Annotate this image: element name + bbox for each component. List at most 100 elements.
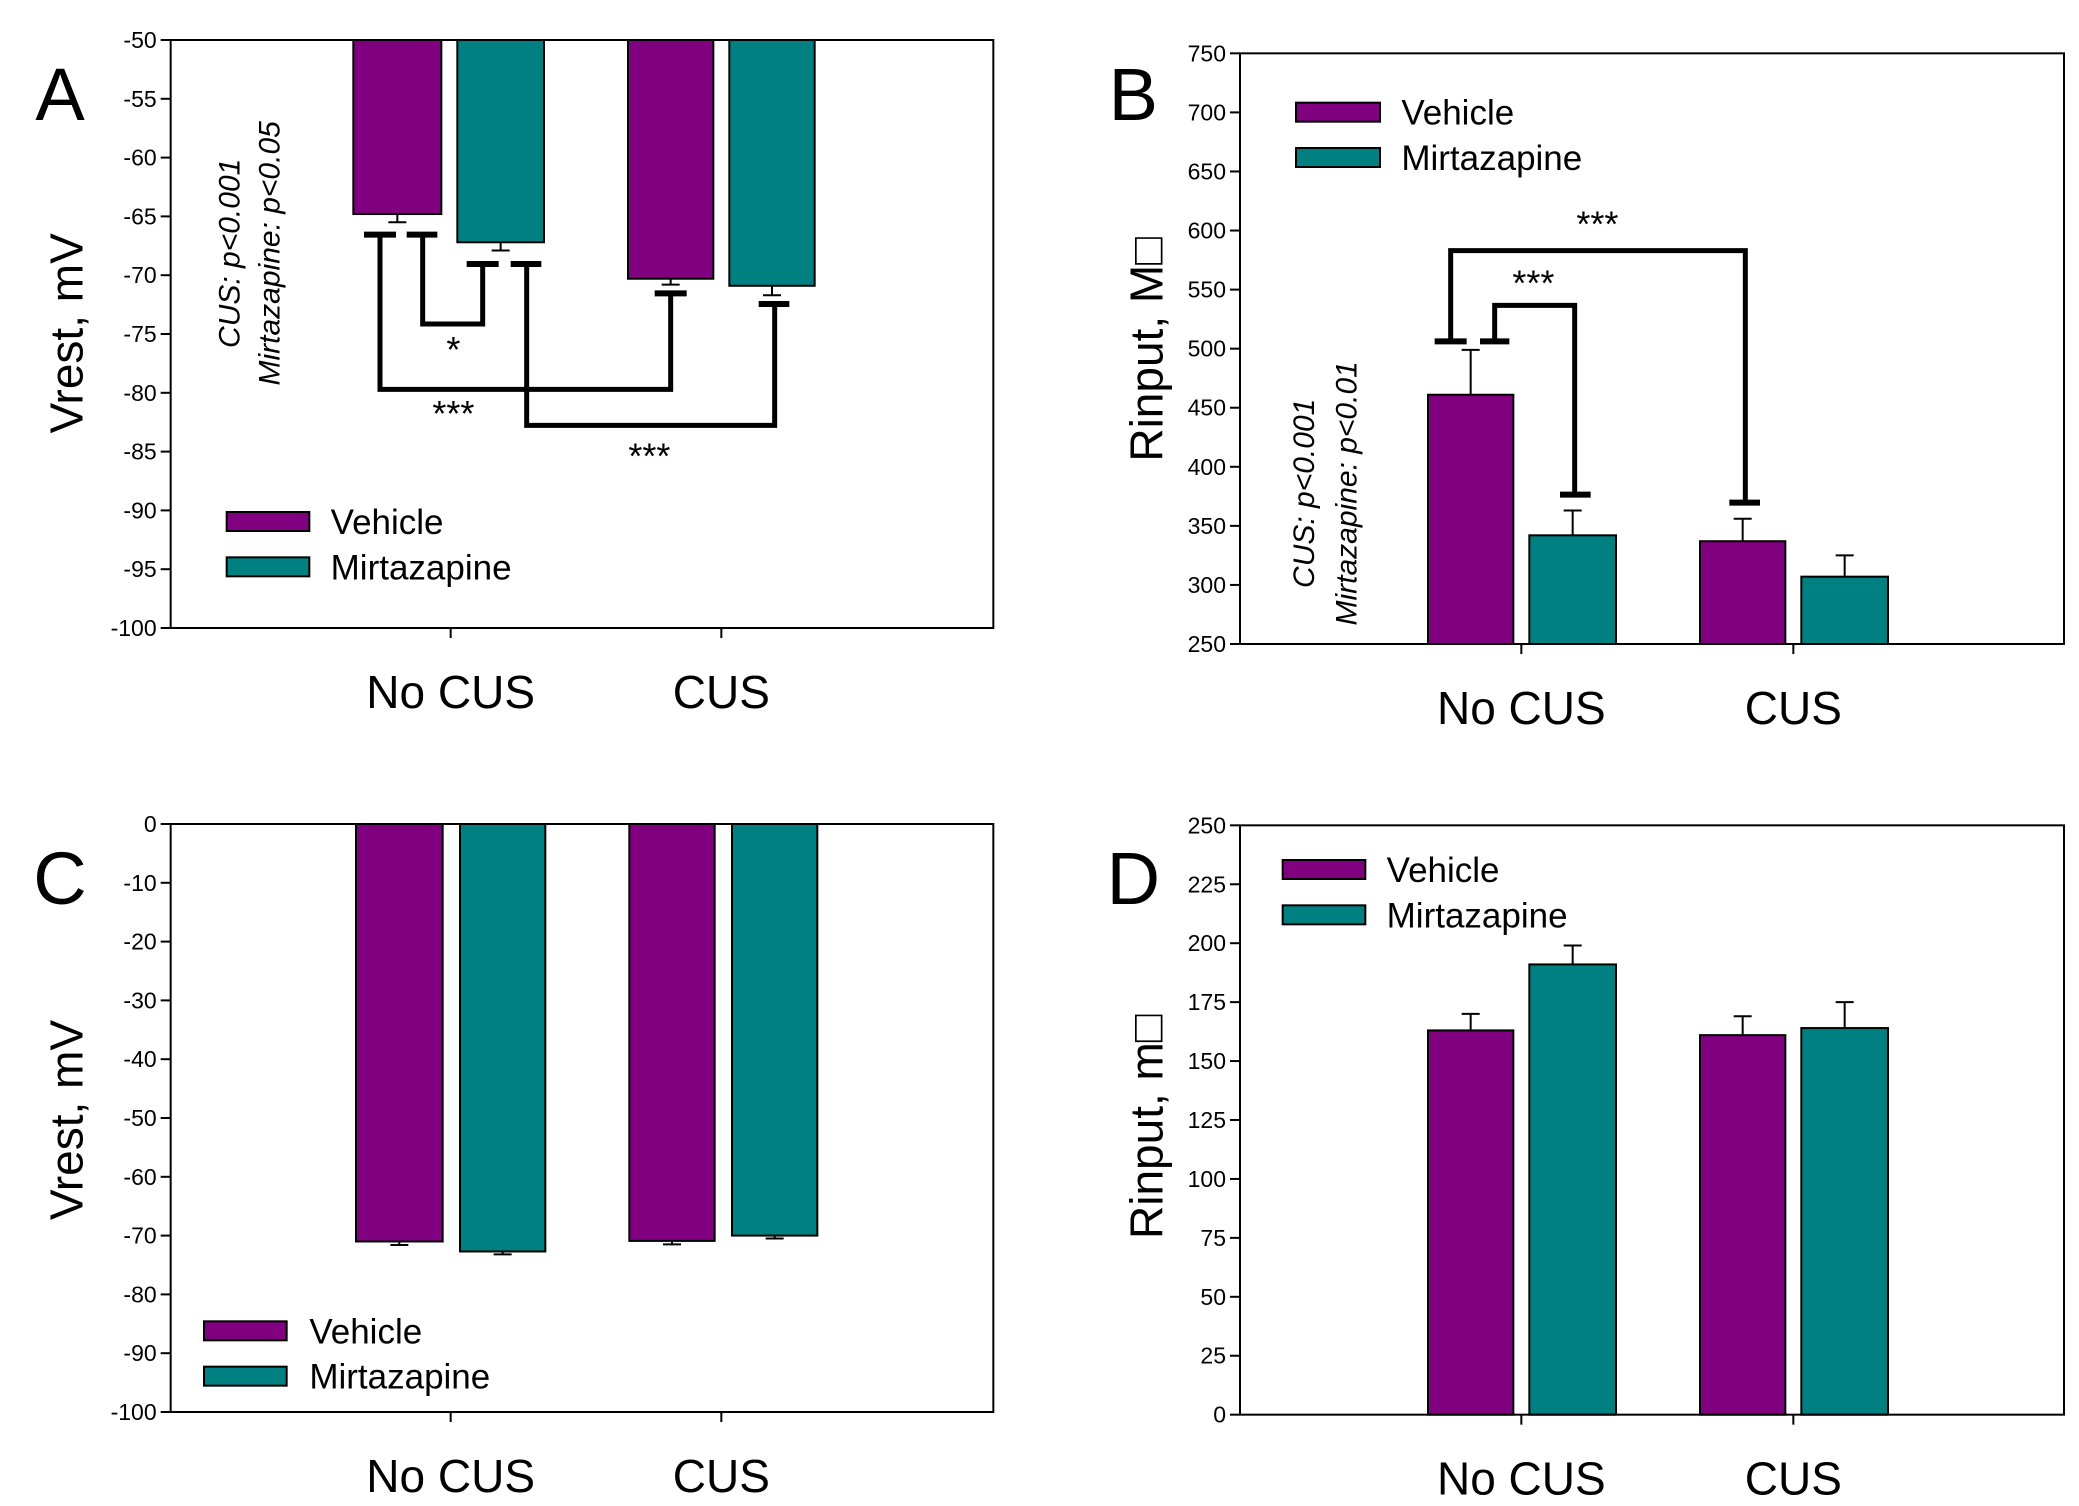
y-tick-label: 250 <box>1188 631 1226 657</box>
y-tick-label: -95 <box>123 556 156 582</box>
x-tick-label: No CUS <box>1437 682 1606 734</box>
y-tick-label: -90 <box>123 497 156 523</box>
y-axis-label: Vrest, mV <box>41 1020 93 1221</box>
legend-label: Vehicle <box>1401 94 1514 133</box>
x-tick-label: CUS <box>1745 1453 1842 1505</box>
y-tick-label: 225 <box>1188 871 1226 897</box>
bar-vehicle-cus <box>1699 1034 1787 1416</box>
y-tick-label: 25 <box>1200 1343 1226 1369</box>
bar-mirtazapine-no-cus <box>459 823 547 1253</box>
bar-vehicle-cus <box>628 823 716 1242</box>
bracket-a-nocus: * <box>406 231 499 370</box>
legend-swatch-vehicle <box>203 1320 288 1342</box>
y-tick-label: 0 <box>144 811 157 837</box>
x-tick-label: No CUS <box>1437 1453 1606 1505</box>
bar-mirtazapine-no-cus <box>1528 534 1618 645</box>
x-tick-label: No CUS <box>366 1450 535 1502</box>
y-tick-label: 550 <box>1188 277 1226 303</box>
bar-mirtazapine-no-cus <box>1528 963 1618 1416</box>
y-tick-label: 650 <box>1188 158 1226 184</box>
y-tick-label: -65 <box>123 203 156 229</box>
panel-letter: B <box>1109 53 1158 136</box>
y-tick-label: -80 <box>123 1281 156 1307</box>
panel-d: D Rinput, m□ 0 25 50 75 100 125 150 175 200 225 250 N… <box>1107 812 2065 1505</box>
bar-vehicle-cus <box>627 39 715 280</box>
bar-vehicle-no-cus <box>355 823 444 1243</box>
stats-text: Mirtazapine: p<0.01 <box>1331 361 1364 625</box>
y-tick-label: 75 <box>1200 1225 1226 1251</box>
x-tick-label: No CUS <box>366 666 535 718</box>
legend-swatch-vehicle <box>1281 859 1367 880</box>
y-tick-label: -85 <box>123 439 156 465</box>
legend-swatch-vehicle <box>225 511 311 532</box>
y-tick-label: 0 <box>1213 1402 1226 1428</box>
bracket-b-nocus: *** <box>1480 262 1591 498</box>
bar-vehicle-no-cus <box>1427 1029 1515 1416</box>
y-tick-label: -100 <box>111 1399 157 1425</box>
significance-bracket-line <box>420 234 486 327</box>
bar-mirtazapine-cus <box>728 39 816 287</box>
legend-label: Mirtazapine <box>309 1358 490 1397</box>
panel-letter: D <box>1107 837 1160 920</box>
legend-label: Mirtazapine <box>331 548 512 587</box>
y-tick-label: 150 <box>1188 1048 1226 1074</box>
legend-swatch-mirtazapine <box>1295 147 1381 168</box>
y-tick-label: 400 <box>1188 454 1226 480</box>
y-tick-label: -50 <box>123 1105 156 1131</box>
y-tick-label: -30 <box>123 987 156 1013</box>
bar-vehicle-cus <box>1699 540 1787 645</box>
bracket-a-mirtazapine-cus: *** <box>510 261 790 477</box>
y-tick-label: -70 <box>123 262 156 288</box>
y-tick-label: 700 <box>1188 99 1226 125</box>
y-tick-label: 600 <box>1188 218 1226 244</box>
significance-stars: *** <box>628 436 670 477</box>
y-tick-label: 250 <box>1188 812 1226 838</box>
legend-swatch-mirtazapine <box>203 1365 288 1387</box>
bar-mirtazapine-cus <box>731 823 819 1237</box>
y-tick-label: 50 <box>1200 1284 1226 1310</box>
plot-frame <box>169 39 995 629</box>
y-tick-label: 200 <box>1188 930 1226 956</box>
y-tick-label: 175 <box>1188 989 1226 1015</box>
legend-swatch-mirtazapine <box>1281 904 1367 926</box>
y-tick-label: -50 <box>123 27 156 53</box>
significance-stars: *** <box>432 393 474 434</box>
y-tick-label: 750 <box>1188 40 1226 66</box>
legend-swatch-vehicle <box>1295 101 1381 123</box>
bar-mirtazapine-cus <box>1800 1027 1890 1416</box>
y-tick-label: -20 <box>123 929 156 955</box>
legend-label: Vehicle <box>1387 851 1500 890</box>
significance-stars: *** <box>1512 262 1554 303</box>
stats-text: CUS: p<0.001 <box>213 159 246 348</box>
y-tick-label: -10 <box>123 870 156 896</box>
plot-frame <box>169 823 995 1413</box>
y-tick-label: -100 <box>111 615 157 641</box>
y-tick-label: 100 <box>1188 1166 1226 1192</box>
y-tick-label: 450 <box>1188 395 1226 421</box>
x-tick-label: CUS <box>673 666 770 718</box>
bar-vehicle-no-cus <box>1427 393 1515 646</box>
significance-bracket-line <box>1448 248 1748 503</box>
y-tick-label: -90 <box>123 1340 156 1366</box>
y-tick-label: 500 <box>1188 336 1226 362</box>
y-axis-label: Vrest, mV <box>41 233 93 434</box>
significance-bracket-line <box>524 264 778 428</box>
legend-label: Mirtazapine <box>1387 896 1568 935</box>
significance-bracket-line <box>1492 302 1578 495</box>
bar-vehicle-no-cus <box>352 39 443 216</box>
y-tick-label: -55 <box>123 86 156 112</box>
stats-text: Mirtazapine: p<0.05 <box>253 121 286 386</box>
legend-label: Mirtazapine <box>1401 139 1582 178</box>
y-tick-label: -60 <box>123 1164 156 1190</box>
legend-label: Vehicle <box>331 503 444 542</box>
panel-c: C Vrest, mV 0 -10 -20 -30 -40 -50 -60 -70 -80 -90 -1… <box>33 811 995 1502</box>
y-tick-label: 125 <box>1188 1107 1226 1133</box>
legend-label: Vehicle <box>309 1312 422 1351</box>
panel-b: B Rinput, M□ 250 300 350 400 450 500 550 600 650 70… <box>1109 40 2065 734</box>
bar-mirtazapine-no-cus <box>456 39 546 244</box>
y-tick-label: -40 <box>123 1046 156 1072</box>
y-tick-label: -60 <box>123 145 156 171</box>
stats-text: CUS: p<0.001 <box>1288 399 1321 588</box>
y-tick-label: -80 <box>123 380 156 406</box>
